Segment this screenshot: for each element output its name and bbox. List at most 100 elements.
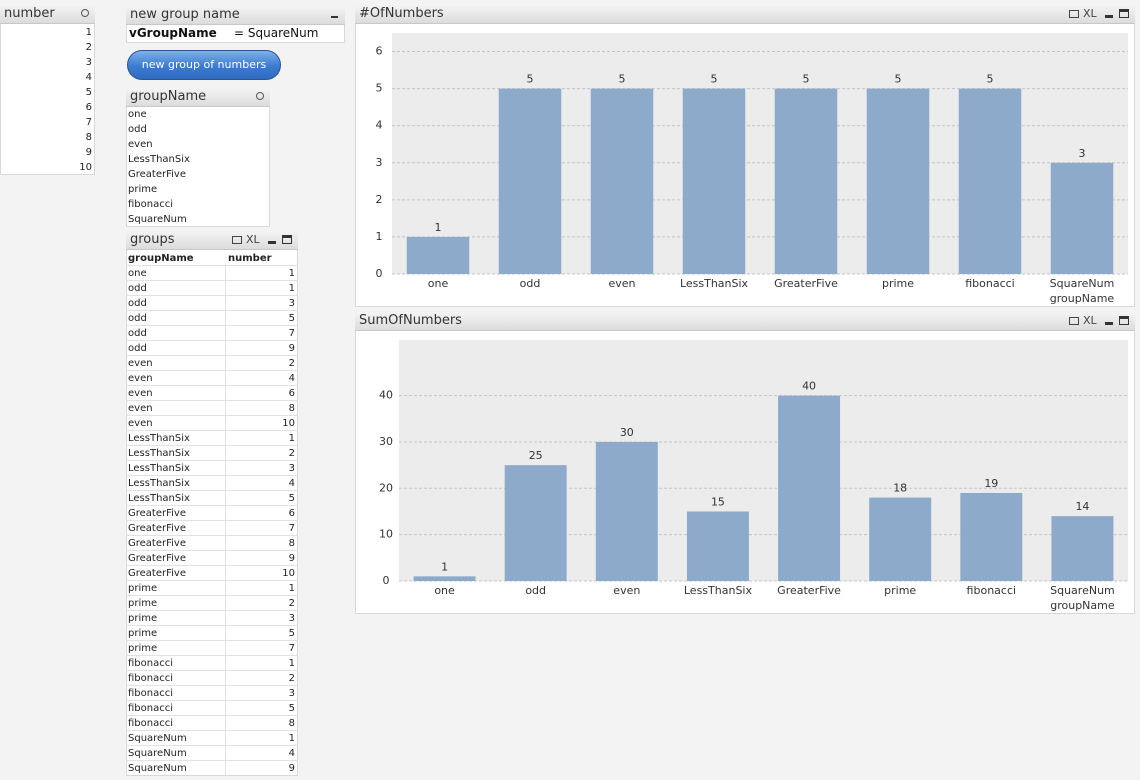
xl-icon[interactable]: XL: [1083, 314, 1097, 327]
listbox-item[interactable]: fibonacci: [128, 199, 174, 210]
listbox-item[interactable]: 10: [79, 162, 92, 173]
table-cell: 3: [288, 613, 295, 624]
x-axis-label: groupName: [1050, 599, 1115, 612]
table-cell: odd: [128, 283, 147, 294]
minimize-icon[interactable]: [1105, 15, 1113, 18]
listbox-item[interactable]: LessThanSix: [128, 154, 190, 165]
table-col-line: [225, 265, 226, 775]
bar: [958, 88, 1022, 274]
table-cell: 5: [288, 313, 295, 324]
y-tick-label: 2: [376, 193, 383, 206]
value-label: 30: [620, 426, 634, 439]
bar: [1051, 516, 1114, 581]
bar: [686, 511, 749, 581]
value-label: 5: [619, 73, 626, 86]
x-axis-label: groupName: [1050, 292, 1115, 305]
listbox-item[interactable]: 6: [85, 102, 92, 113]
listbox-item[interactable]: one: [128, 109, 147, 120]
x-tick-label: odd: [525, 584, 546, 597]
listbox-item[interactable]: prime: [128, 184, 158, 195]
minimize-icon[interactable]: [1105, 322, 1113, 325]
table-cell: prime: [128, 598, 158, 609]
table-cell: 9: [288, 553, 295, 564]
listbox-item[interactable]: 4: [85, 72, 92, 83]
table-cell: fibonacci: [128, 673, 174, 684]
caption: new group name: [126, 6, 345, 25]
table-row-line: [126, 610, 298, 611]
bar: [595, 441, 658, 581]
listbox-item[interactable]: 8: [85, 132, 92, 143]
listbox-item[interactable]: 3: [85, 57, 92, 68]
listbox-item[interactable]: odd: [128, 124, 147, 135]
table-row-line: [126, 385, 298, 386]
print-icon[interactable]: [1069, 317, 1079, 325]
listbox-item[interactable]: GreaterFive: [128, 169, 186, 180]
value-label: 19: [984, 477, 998, 490]
table-cell: even: [128, 388, 153, 399]
minimize-icon[interactable]: [268, 241, 276, 244]
x-tick-label: even: [608, 277, 635, 290]
bar: [498, 88, 562, 274]
listbox-item[interactable]: 5: [85, 87, 92, 98]
listbox-item[interactable]: 2: [85, 42, 92, 53]
bar: [960, 492, 1023, 581]
table-cell: 1: [288, 658, 295, 669]
bar: [590, 88, 654, 274]
x-tick-label: prime: [884, 584, 916, 597]
table-cell: fibonacci: [128, 703, 174, 714]
table-cell: prime: [128, 583, 158, 594]
table-row-line: [126, 415, 298, 416]
listbox-item[interactable]: 9: [85, 147, 92, 158]
table-cell: odd: [128, 298, 147, 309]
caption: #OfNumbers: [355, 5, 1135, 24]
table-cell: 8: [288, 718, 295, 729]
table-row-line: [126, 655, 298, 656]
x-tick-label: SquareNum: [1050, 277, 1115, 290]
table-cell: SquareNum: [128, 748, 187, 759]
x-tick-label: even: [613, 584, 640, 597]
maximize-icon[interactable]: [1119, 316, 1129, 325]
print-icon[interactable]: [232, 236, 242, 244]
table-row-line: [126, 400, 298, 401]
table-cell: LessThanSix: [128, 448, 190, 459]
xl-icon[interactable]: XL: [1083, 7, 1097, 20]
listbox-item[interactable]: 7: [85, 117, 92, 128]
xl-icon[interactable]: XL: [246, 233, 260, 246]
search-icon[interactable]: [256, 92, 264, 100]
table-cell: 10: [282, 568, 295, 579]
table-cell: 2: [288, 673, 295, 684]
print-icon[interactable]: [1069, 10, 1079, 18]
search-icon[interactable]: [81, 9, 89, 17]
table-row-line: [126, 295, 298, 296]
table-cell: even: [128, 358, 153, 369]
listbox-item[interactable]: 1: [85, 27, 92, 38]
listbox-item[interactable]: SquareNum: [128, 214, 187, 225]
table-row-line: [126, 715, 298, 716]
maximize-icon[interactable]: [282, 235, 292, 244]
table-cell: 1: [288, 283, 295, 294]
listbox-panel: [126, 88, 270, 227]
table-cell: 1: [288, 433, 295, 444]
y-tick-label: 6: [376, 45, 383, 58]
x-tick-label: odd: [520, 277, 541, 290]
table-cell: fibonacci: [128, 718, 174, 729]
value-label: 5: [895, 73, 902, 86]
listbox-item[interactable]: even: [128, 139, 153, 150]
value-label: 25: [529, 449, 543, 462]
table-cell: GreaterFive: [128, 568, 186, 579]
table-header: groupName: [128, 253, 194, 264]
table-row-line: [126, 685, 298, 686]
table-cell: 2: [288, 598, 295, 609]
table-row-line: [126, 625, 298, 626]
bar: [504, 465, 567, 581]
chart: 0 1 2 3 4 5 6 1 one 5 odd 5 even 5 LessThanSix 5 Greater…: [376, 33, 1128, 305]
table-cell: 2: [288, 358, 295, 369]
maximize-icon[interactable]: [1119, 9, 1129, 18]
table-row-line: [126, 670, 298, 671]
bar: [682, 88, 746, 274]
table-row-line: [126, 580, 298, 581]
input-value[interactable]: = SquareNum: [234, 26, 319, 40]
table-cell: 1: [288, 583, 295, 594]
button[interactable]: new group of numbers: [127, 50, 281, 80]
